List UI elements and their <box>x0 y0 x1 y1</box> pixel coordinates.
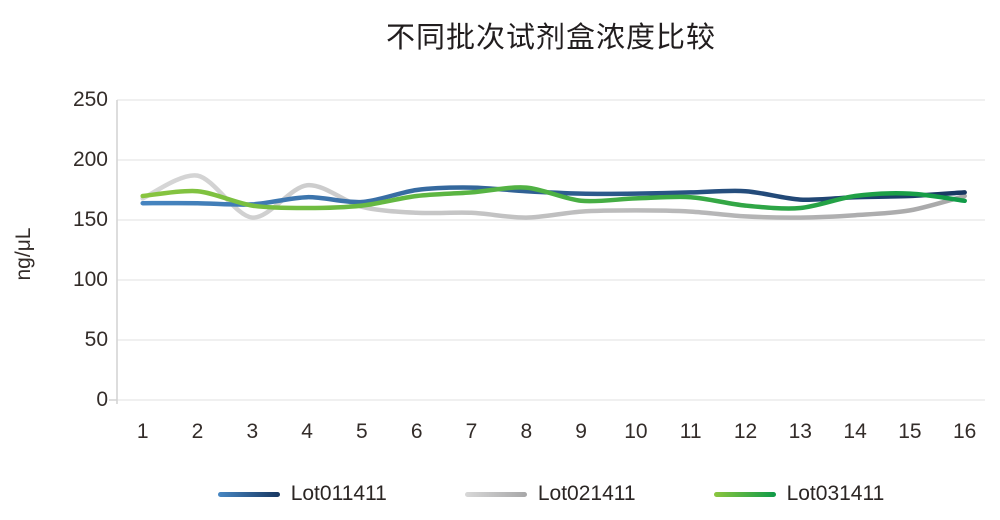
x-tick-label-15: 15 <box>898 420 922 443</box>
x-tick-label-1: 1 <box>136 420 149 443</box>
x-tick-label-4: 4 <box>301 420 313 443</box>
x-tick-label-10: 10 <box>624 420 648 443</box>
x-tick-label-6: 6 <box>410 420 423 443</box>
x-tick-label-11: 11 <box>679 420 702 443</box>
y-tick-label-50: 50 <box>84 328 108 351</box>
legend-label-lot011411: Lot011411 <box>290 482 387 505</box>
legend-swatch-lot031411 <box>713 491 776 497</box>
legend-swatch-lot011411 <box>217 491 280 497</box>
y-tick-label-0: 0 <box>96 388 108 411</box>
chart-title: 不同批次试剂盒浓度比较 <box>385 22 716 54</box>
series-lines-layer <box>140 173 967 220</box>
x-tick-label-9: 9 <box>575 420 587 443</box>
x-tick-label-7: 7 <box>465 420 478 443</box>
y-tick-label-100: 100 <box>72 268 108 291</box>
y-tick-label-250: 250 <box>72 88 108 111</box>
series-line-lot031411 <box>140 185 967 211</box>
x-tick-label-5: 5 <box>356 420 368 443</box>
legend-label-lot031411: Lot031411 <box>786 482 885 505</box>
x-tick-label-12: 12 <box>733 420 758 443</box>
x-tick-label-14: 14 <box>843 420 867 443</box>
x-tick-label-13: 13 <box>788 420 812 443</box>
legend-item-lot021411: Lot021411 <box>464 482 636 506</box>
x-tick-label-2: 2 <box>191 420 204 443</box>
gridlines-layer <box>109 99 985 404</box>
chart-legend: Lot011411 Lot021411 Lot031411 <box>117 482 985 506</box>
x-tick-label-16: 16 <box>953 420 977 443</box>
legend-item-lot011411: Lot011411 <box>217 482 387 506</box>
legend-label-lot021411: Lot021411 <box>537 482 636 505</box>
legend-item-lot031411: Lot031411 <box>713 482 885 506</box>
y-tick-label-150: 150 <box>72 208 108 231</box>
x-tick-label-3: 3 <box>246 420 259 443</box>
y-tick-label-200: 200 <box>72 148 108 171</box>
legend-swatch-lot021411 <box>464 491 527 497</box>
x-tick-label-8: 8 <box>520 420 533 443</box>
